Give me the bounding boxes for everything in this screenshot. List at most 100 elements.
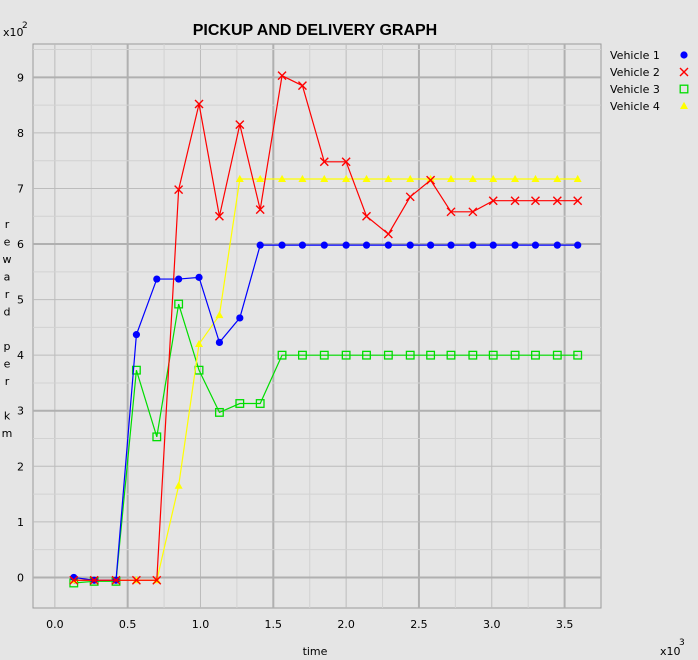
data-point	[214, 407, 224, 417]
data-point	[426, 174, 435, 183]
y-tick-label: 0	[17, 571, 24, 584]
data-point	[680, 51, 688, 59]
legend: Vehicle 1 Vehicle 2 Vehicle 3 Vehicle 4	[610, 49, 689, 113]
data-point	[530, 196, 540, 206]
x-multiplier-base: x10	[660, 645, 681, 658]
data-point	[362, 174, 371, 183]
data-point	[552, 196, 562, 206]
data-point	[111, 575, 121, 585]
series-group	[69, 71, 583, 588]
data-point	[342, 174, 351, 183]
y-tick-label: 4	[17, 349, 24, 362]
data-point	[298, 241, 307, 249]
data-point	[488, 350, 498, 360]
y-axis-label-char: w	[3, 253, 12, 266]
x-axis-label: time	[303, 645, 328, 658]
data-point	[320, 174, 329, 183]
data-point	[341, 157, 351, 167]
x-tick-label: 2.5	[410, 618, 428, 631]
data-point	[235, 120, 245, 130]
data-point	[362, 241, 371, 249]
data-point	[194, 99, 204, 109]
data-point	[256, 174, 265, 183]
data-point	[446, 350, 456, 360]
data-point	[235, 174, 244, 183]
y-tick-label: 5	[17, 294, 24, 307]
data-point	[531, 241, 540, 249]
series-vehicle-3	[69, 299, 583, 588]
data-point	[255, 205, 265, 215]
y-axis-label-char: e	[4, 236, 11, 249]
data-point	[215, 338, 224, 346]
data-point	[679, 67, 689, 77]
x-tick-label: 1.0	[192, 618, 210, 631]
legend-label: Vehicle 1	[610, 49, 660, 62]
data-point	[277, 350, 287, 360]
data-point	[320, 241, 328, 249]
data-point	[174, 481, 183, 489]
data-point	[341, 350, 351, 360]
x-multiplier-exponent: 3	[679, 638, 685, 648]
data-point	[297, 81, 307, 91]
data-point	[680, 101, 688, 109]
data-point	[468, 174, 477, 183]
y-axis-label-char: p	[4, 340, 11, 353]
data-point	[362, 211, 372, 221]
data-point	[131, 575, 141, 585]
data-point	[573, 196, 583, 206]
data-point	[278, 241, 286, 249]
data-point	[406, 241, 414, 249]
y-axis-label-char: r	[5, 218, 10, 231]
data-point	[215, 310, 224, 319]
data-point	[426, 175, 436, 185]
data-point	[511, 241, 519, 249]
data-point	[175, 275, 183, 283]
data-point	[278, 174, 287, 183]
y-axis-label-char: r	[5, 375, 10, 388]
y-tick-label: 9	[17, 71, 24, 84]
data-point	[489, 241, 497, 249]
data-point	[383, 229, 393, 239]
x-tick-label: 3.5	[556, 618, 574, 631]
y-tick-label: 1	[17, 516, 24, 529]
data-point	[69, 575, 79, 585]
data-point	[131, 365, 141, 375]
data-point	[405, 192, 415, 202]
data-point	[297, 350, 307, 360]
data-point	[319, 157, 329, 167]
data-point	[152, 575, 162, 585]
y-multiplier-base: x10	[3, 26, 24, 39]
series-vehicle-1	[70, 241, 582, 584]
data-point	[362, 350, 371, 360]
data-point	[152, 432, 162, 442]
data-point	[132, 331, 141, 339]
data-point	[277, 71, 287, 81]
data-point	[406, 174, 415, 183]
data-point	[553, 174, 562, 183]
data-point	[511, 174, 520, 183]
data-point	[446, 207, 456, 217]
data-point	[553, 241, 561, 249]
y-axis-label-char: a	[4, 271, 11, 284]
legend-label: Vehicle 3	[610, 83, 660, 96]
data-point	[573, 350, 583, 360]
y-tick-label: 8	[17, 127, 24, 140]
data-point	[427, 241, 435, 249]
data-point	[510, 350, 520, 360]
y-tick-label: 2	[17, 460, 24, 473]
y-axis-label-char: e	[4, 358, 11, 371]
y-multiplier-exponent: 2	[22, 21, 28, 31]
y-tick-label: 6	[17, 238, 24, 251]
data-point	[298, 174, 307, 183]
legend-label: Vehicle 4	[610, 100, 660, 113]
y-tick-label: 7	[17, 182, 24, 195]
x-tick-labels: 0.0 0.5 1.0 1.5 2.0 2.5 3.0 3.5	[46, 618, 573, 631]
data-point	[531, 174, 540, 183]
data-point	[574, 241, 582, 249]
data-point	[446, 174, 455, 183]
legend-label: Vehicle 2	[610, 66, 660, 79]
x-tick-label: 0.0	[46, 618, 64, 631]
data-point	[488, 196, 498, 206]
x-tick-label: 1.5	[265, 618, 283, 631]
